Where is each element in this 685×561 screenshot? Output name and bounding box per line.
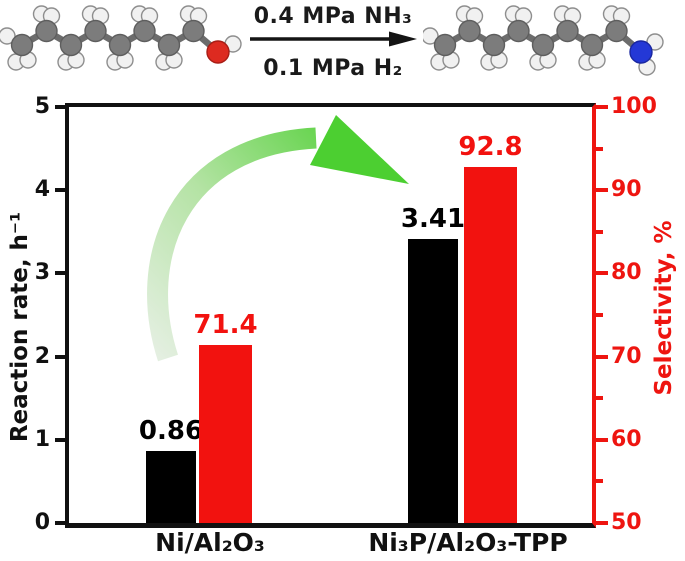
left-axis-tick bbox=[55, 521, 65, 525]
left-axis-tick-label: 1 bbox=[34, 426, 50, 452]
reactant-molecule-icon bbox=[0, 5, 242, 71]
right-axis-tick-label: 100 bbox=[611, 94, 657, 119]
bar-fill bbox=[146, 451, 196, 523]
left-axis-tick-label: 5 bbox=[34, 94, 50, 119]
bar-selectivity-ni-al2o3: 71.4 bbox=[193, 311, 258, 523]
left-axis-tick-label: 0 bbox=[34, 510, 50, 535]
bar-reaction-rate-ni3p-al2o3-tpp: 3.41 bbox=[401, 205, 465, 523]
left-axis-tick bbox=[55, 105, 65, 109]
category-label-ni3p-al2o3-tpp: Ni₃P/Al₂O₃-TPP bbox=[368, 528, 568, 557]
category-label-ni-al2o3: Ni/Al₂O₃ bbox=[155, 528, 265, 557]
right-axis-tick-label: 70 bbox=[611, 343, 642, 369]
product-molecule-icon bbox=[423, 5, 664, 76]
right-axis-tick bbox=[596, 354, 608, 359]
condition-top-label: 0.4 MPa NH₃ bbox=[253, 4, 413, 29]
bar-value-label: 0.86 bbox=[138, 416, 204, 446]
bar-fill bbox=[464, 167, 517, 523]
right-axis-tick-label: 90 bbox=[611, 177, 642, 203]
left-axis-tick bbox=[55, 271, 65, 276]
right-axis-minor-tick bbox=[596, 479, 603, 484]
left-axis-tick bbox=[55, 188, 65, 193]
right-axis-tick-label: 50 bbox=[611, 510, 642, 535]
bar-value-label: 92.8 bbox=[458, 132, 523, 162]
right-axis-tick-label: 60 bbox=[611, 426, 642, 452]
reaction-arrow-icon bbox=[250, 31, 417, 47]
left-axis-tick-label: 3 bbox=[34, 260, 50, 286]
bar-fill bbox=[199, 345, 252, 523]
right-axis-minor-tick bbox=[596, 146, 603, 151]
left-axis-tick bbox=[55, 354, 65, 359]
right-axis-tick bbox=[596, 188, 608, 193]
bar-reaction-rate-ni-al2o3: 0.86 bbox=[139, 417, 203, 523]
bar-value-label: 3.41 bbox=[400, 204, 466, 234]
left-axis-tick bbox=[55, 437, 65, 442]
left-axis-tick-label: 2 bbox=[34, 343, 50, 369]
right-axis-tick-label: 80 bbox=[611, 260, 642, 286]
bar-selectivity-ni3p-al2o3-tpp: 92.8 bbox=[458, 133, 523, 523]
left-axis-tick-label: 4 bbox=[34, 177, 50, 203]
right-axis-minor-tick bbox=[596, 396, 603, 401]
right-axis-tick bbox=[596, 521, 608, 525]
right-axis-minor-tick bbox=[596, 229, 603, 234]
condition-bottom-label: 0.1 MPa H₂ bbox=[263, 56, 403, 81]
right-axis-tick bbox=[596, 105, 608, 109]
bar-value-label: 71.4 bbox=[193, 310, 258, 340]
right-axis-tick bbox=[596, 437, 608, 442]
plot-frame bbox=[65, 103, 596, 528]
plot-area: 0.86 71.4 3.41 92.8 bbox=[69, 107, 592, 523]
bar-fill bbox=[408, 239, 458, 523]
right-axis-title: Selectivity, % bbox=[651, 220, 677, 396]
right-axis-tick bbox=[596, 271, 608, 276]
left-axis-title: Reaction rate, h⁻¹ bbox=[7, 211, 33, 443]
right-axis-minor-tick bbox=[596, 313, 603, 317]
